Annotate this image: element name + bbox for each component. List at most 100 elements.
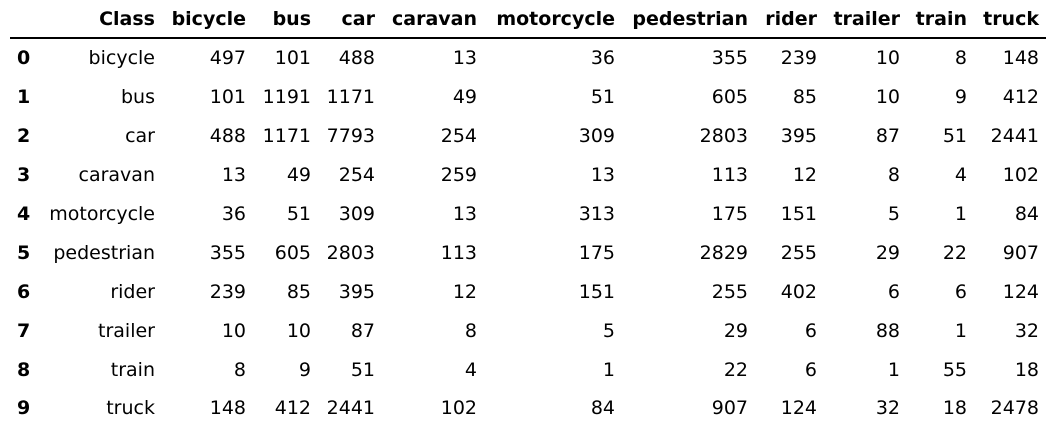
data-table-container: Class bicycle bus car caravan motorcycle pedes… — [10, 0, 1046, 428]
index-header — [10, 0, 42, 39]
count-cell: 32 — [875, 397, 900, 420]
column-header-class: Class — [42, 0, 162, 39]
count-cell: 313 — [578, 203, 615, 225]
count-cell: 113 — [440, 241, 477, 264]
column-header-pedestrian: pedestrian — [622, 0, 755, 39]
count-cell: 488 — [338, 47, 375, 70]
class-name-cell: train — [110, 358, 155, 381]
count-cell: 1 — [954, 319, 967, 342]
count-cell: 7793 — [326, 125, 375, 148]
count-cell: 124 — [780, 397, 817, 420]
column-header-trailer: trailer — [824, 0, 907, 39]
header-row: Class bicycle bus car caravan motorcycle pedes… — [10, 0, 1046, 39]
count-cell: 36 — [221, 203, 246, 225]
count-cell: 124 — [1002, 280, 1039, 303]
count-cell: 13 — [452, 47, 477, 70]
count-cell: 497 — [209, 47, 246, 70]
column-header-motorcycle: motorcycle — [484, 0, 622, 39]
count-cell: 395 — [780, 125, 817, 148]
count-cell: 49 — [452, 86, 477, 109]
count-cell: 239 — [209, 280, 246, 303]
count-cell: 10 — [875, 47, 900, 70]
count-cell: 55 — [942, 358, 967, 381]
row-index: 1 — [17, 86, 31, 109]
count-cell: 488 — [209, 125, 246, 148]
class-name-cell: motorcycle — [49, 203, 155, 225]
class-name-cell: rider — [110, 280, 155, 303]
count-cell: 254 — [338, 164, 375, 187]
table-row: 6 rider 239 85 395 12 151 255 402 6 6 124 — [10, 272, 1046, 311]
column-header-rider: rider — [755, 0, 824, 39]
count-cell: 87 — [350, 319, 375, 342]
count-cell: 259 — [440, 164, 477, 187]
count-cell: 2803 — [699, 125, 748, 148]
table-row: 5 pedestrian 355 605 2803 113 175 2829 255 29 22 90… — [10, 233, 1046, 272]
row-index: 2 — [17, 125, 31, 148]
table-row: 9 truck 148 412 2441 102 84 907 124 32 18 2478 — [10, 389, 1046, 428]
count-cell: 13 — [590, 164, 615, 187]
count-cell: 402 — [780, 280, 817, 303]
count-cell: 8 — [954, 47, 967, 70]
count-cell: 29 — [875, 241, 900, 264]
count-cell: 1171 — [262, 125, 311, 148]
count-cell: 101 — [274, 47, 311, 70]
count-cell: 1 — [887, 358, 900, 381]
count-cell: 51 — [350, 358, 375, 381]
count-cell: 51 — [942, 125, 967, 148]
count-cell: 36 — [590, 47, 615, 70]
count-cell: 10 — [221, 319, 246, 342]
count-cell: 148 — [1002, 47, 1039, 70]
count-cell: 4 — [464, 358, 477, 381]
table-row: 4 motorcycle 36 51 309 13 313 175 151 5 1 84 — [10, 195, 1046, 234]
count-cell: 1 — [954, 203, 967, 225]
table-row: 8 train 8 9 51 4 1 22 6 1 55 18 — [10, 350, 1046, 389]
table-row: 7 trailer 10 10 87 8 5 29 6 88 1 32 — [10, 311, 1046, 350]
count-cell: 1 — [602, 358, 615, 381]
column-header-caravan: caravan — [382, 0, 484, 39]
column-header-bus: bus — [253, 0, 318, 39]
count-cell: 32 — [1014, 319, 1039, 342]
row-index: 3 — [17, 164, 31, 187]
count-cell: 29 — [723, 319, 748, 342]
table-header: Class bicycle bus car caravan motorcycle pedes… — [10, 0, 1046, 39]
class-name-cell: car — [125, 125, 155, 148]
count-cell: 51 — [590, 86, 615, 109]
class-name-cell: bus — [120, 86, 155, 109]
count-cell: 605 — [711, 86, 748, 109]
class-name-cell: caravan — [78, 164, 155, 187]
count-cell: 9 — [954, 86, 967, 109]
table-row: 0 bicycle 497 101 488 13 36 355 239 10 8 148 — [10, 38, 1046, 78]
count-cell: 12 — [452, 280, 477, 303]
count-cell: 2829 — [699, 241, 748, 264]
row-index: 8 — [17, 358, 31, 381]
count-cell: 85 — [286, 280, 311, 303]
row-index: 4 — [17, 203, 31, 225]
count-cell: 239 — [780, 47, 817, 70]
count-cell: 148 — [209, 397, 246, 420]
count-cell: 13 — [221, 164, 246, 187]
count-cell: 102 — [1002, 164, 1039, 187]
class-name-cell: truck — [106, 397, 155, 420]
count-cell: 151 — [780, 203, 817, 225]
count-cell: 395 — [338, 280, 375, 303]
count-cell: 355 — [209, 241, 246, 264]
row-index: 5 — [17, 241, 31, 264]
count-cell: 8 — [887, 164, 900, 187]
count-cell: 84 — [1014, 203, 1039, 225]
count-cell: 10 — [286, 319, 311, 342]
count-cell: 13 — [452, 203, 477, 225]
count-cell: 309 — [578, 125, 615, 148]
count-cell: 22 — [723, 358, 748, 381]
count-cell: 175 — [578, 241, 615, 264]
count-cell: 1171 — [326, 86, 375, 109]
column-header-truck: truck — [974, 0, 1046, 39]
count-cell: 10 — [875, 86, 900, 109]
count-cell: 9 — [298, 358, 311, 381]
count-cell: 2441 — [990, 125, 1039, 148]
row-index: 0 — [17, 47, 31, 70]
row-index: 9 — [17, 397, 31, 420]
count-cell: 6 — [804, 358, 817, 381]
count-cell: 101 — [209, 86, 246, 109]
count-cell: 2478 — [990, 397, 1039, 420]
count-cell: 151 — [578, 280, 615, 303]
